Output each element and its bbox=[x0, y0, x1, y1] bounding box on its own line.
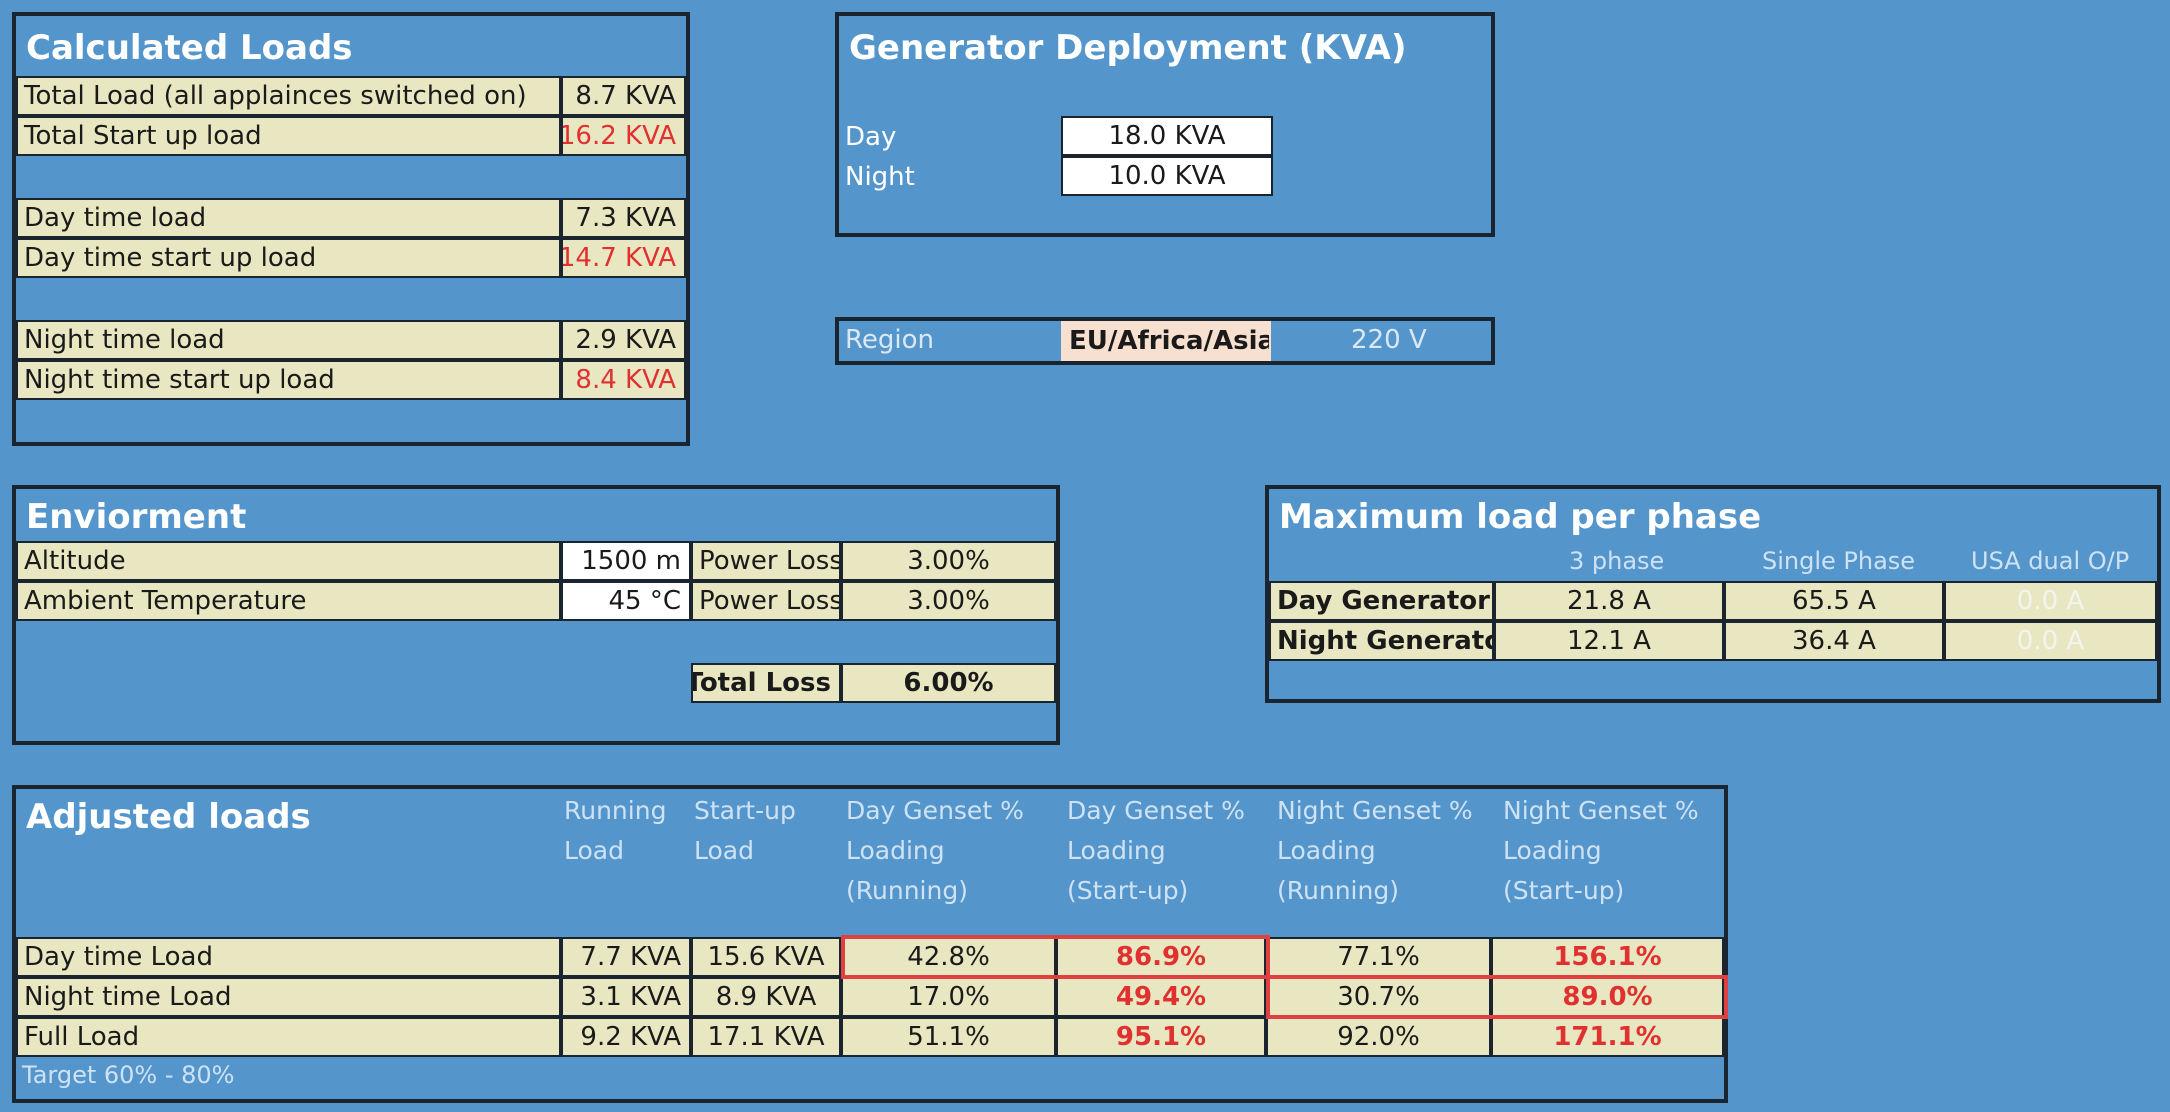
phase-row-label: Night Generator bbox=[1269, 621, 1494, 661]
adjusted-loads-panel: Adjusted loads Running Load Start-up Loa… bbox=[12, 785, 1728, 1103]
altitude-label: Altitude bbox=[16, 541, 561, 581]
phase-row-label: Day Generator bbox=[1269, 581, 1494, 621]
adjusted-value: 156.1% bbox=[1491, 937, 1724, 977]
adjusted-value: 8.9 KVA bbox=[691, 977, 841, 1017]
region-panel: Region EU/Africa/Asia 220 V bbox=[835, 317, 1495, 365]
header-day-startup: Day Genset % Loading (Start-up) bbox=[1067, 796, 1245, 905]
adjusted-value: 49.4% bbox=[1056, 977, 1266, 1017]
altitude-row: Altitude 1500 m Power Loss 3.00% bbox=[16, 541, 1056, 581]
adjusted-row-label: Day time Load bbox=[16, 937, 561, 977]
calc-value: 14.7 KVA bbox=[561, 238, 686, 278]
adjusted-value: 171.1% bbox=[1491, 1017, 1724, 1057]
adjusted-value: 17.1 KVA bbox=[691, 1017, 841, 1057]
adjusted-row-label: Night time Load bbox=[16, 977, 561, 1017]
power-loss-label: Power Loss bbox=[691, 541, 841, 581]
calc-value: 8.4 KVA bbox=[561, 360, 686, 400]
environment-panel: Enviorment Altitude 1500 m Power Loss 3.… bbox=[12, 485, 1060, 745]
target-note: Target 60% - 80% bbox=[22, 1061, 235, 1089]
calc-row-total-load: Total Load (all applainces switched on) … bbox=[16, 76, 686, 116]
phase-value: 21.8 A bbox=[1494, 581, 1724, 621]
col-header-3-phase: 3 phase bbox=[1569, 547, 1665, 575]
adjusted-value: 9.2 KVA bbox=[561, 1017, 691, 1057]
region-label: Region bbox=[845, 325, 935, 355]
total-loss-value: 6.00% bbox=[841, 663, 1056, 703]
adjusted-value: 7.7 KVA bbox=[561, 937, 691, 977]
region-voltage: 220 V bbox=[1351, 325, 1427, 355]
header-night-running: Night Genset % Loading (Running) bbox=[1277, 796, 1473, 905]
phase-row-night: Night Generator 12.1 A 36.4 A 0.0 A bbox=[1269, 621, 2157, 661]
calc-label: Day time start up load bbox=[16, 238, 561, 278]
adjusted-loads-title: Adjusted loads bbox=[26, 797, 311, 837]
day-generator-input[interactable]: 18.0 KVA bbox=[1061, 116, 1273, 156]
adjusted-value: 30.7% bbox=[1266, 977, 1491, 1017]
altitude-input[interactable]: 1500 m bbox=[561, 541, 691, 581]
calc-row-total-startup: Total Start up load 16.2 KVA bbox=[16, 116, 686, 156]
max-load-title: Maximum load per phase bbox=[1279, 497, 1762, 537]
day-label: Day bbox=[845, 122, 897, 152]
calc-row-day-load: Day time load 7.3 KVA bbox=[16, 198, 686, 238]
adjusted-value: 95.1% bbox=[1056, 1017, 1266, 1057]
generator-deployment-panel: Generator Deployment (KVA) Day Night 18.… bbox=[835, 12, 1495, 237]
total-loss-label: Total Loss bbox=[691, 663, 841, 703]
night-label: Night bbox=[845, 162, 915, 192]
adjusted-row-label: Full Load bbox=[16, 1017, 561, 1057]
adjusted-value: 17.0% bbox=[841, 977, 1056, 1017]
calc-row-night-load: Night time load 2.9 KVA bbox=[16, 320, 686, 360]
total-loss-row: Total Loss 6.00% bbox=[691, 663, 1056, 703]
calc-label: Night time load bbox=[16, 320, 561, 360]
phase-value: 12.1 A bbox=[1494, 621, 1724, 661]
header-day-running: Day Genset % Loading (Running) bbox=[846, 796, 1024, 905]
adjusted-value: 89.0% bbox=[1491, 977, 1724, 1017]
adjusted-value: 3.1 KVA bbox=[561, 977, 691, 1017]
adjusted-value: 86.9% bbox=[1056, 937, 1266, 977]
adjusted-value: 42.8% bbox=[841, 937, 1056, 977]
region-select[interactable]: EU/Africa/Asia bbox=[1061, 321, 1271, 361]
night-generator-input[interactable]: 10.0 KVA bbox=[1061, 156, 1273, 196]
phase-value: 0.0 A bbox=[1944, 581, 2157, 621]
temperature-input[interactable]: 45 °C bbox=[561, 581, 691, 621]
phase-value: 65.5 A bbox=[1724, 581, 1944, 621]
temperature-loss-value: 3.00% bbox=[841, 581, 1056, 621]
calc-value: 16.2 KVA bbox=[561, 116, 686, 156]
calc-label: Day time load bbox=[16, 198, 561, 238]
calc-value: 8.7 KVA bbox=[561, 76, 686, 116]
calc-row-day-startup: Day time start up load 14.7 KVA bbox=[16, 238, 686, 278]
altitude-loss-value: 3.00% bbox=[841, 541, 1056, 581]
adjusted-value: 51.1% bbox=[841, 1017, 1056, 1057]
calc-label: Total Load (all applainces switched on) bbox=[16, 76, 561, 116]
adjusted-row-day: Day time Load 7.7 KVA 15.6 KVA 42.8% 86.… bbox=[16, 937, 1724, 977]
temperature-row: Ambient Temperature 45 °C Power Loss 3.0… bbox=[16, 581, 1056, 621]
calc-label: Total Start up load bbox=[16, 116, 561, 156]
temperature-label: Ambient Temperature bbox=[16, 581, 561, 621]
phase-row-day: Day Generator 21.8 A 65.5 A 0.0 A bbox=[1269, 581, 2157, 621]
header-startup-load: Start-up Load bbox=[694, 796, 796, 865]
phase-value: 36.4 A bbox=[1724, 621, 1944, 661]
adjusted-row-full: Full Load 9.2 KVA 17.1 KVA 51.1% 95.1% 9… bbox=[16, 1017, 1724, 1057]
adjusted-row-night: Night time Load 3.1 KVA 8.9 KVA 17.0% 49… bbox=[16, 977, 1724, 1017]
calc-value: 2.9 KVA bbox=[561, 320, 686, 360]
col-header-usa-dual: USA dual O/P bbox=[1971, 547, 2130, 575]
power-loss-label: Power Loss bbox=[691, 581, 841, 621]
environment-title: Enviorment bbox=[26, 497, 247, 537]
adjusted-value: 77.1% bbox=[1266, 937, 1491, 977]
col-header-single-phase: Single Phase bbox=[1762, 547, 1916, 575]
header-running-load: Running Load bbox=[564, 796, 667, 865]
calculated-loads-panel: Calculated Loads Total Load (all applain… bbox=[12, 12, 690, 446]
calc-value: 7.3 KVA bbox=[561, 198, 686, 238]
calc-label: Night time start up load bbox=[16, 360, 561, 400]
calculated-loads-title: Calculated Loads bbox=[26, 28, 353, 68]
header-night-startup: Night Genset % Loading (Start-up) bbox=[1503, 796, 1699, 905]
phase-value: 0.0 A bbox=[1944, 621, 2157, 661]
generator-deployment-title: Generator Deployment (KVA) bbox=[849, 28, 1407, 68]
adjusted-value: 92.0% bbox=[1266, 1017, 1491, 1057]
calc-row-night-startup: Night time start up load 8.4 KVA bbox=[16, 360, 686, 400]
max-load-per-phase-panel: Maximum load per phase 3 phase Single Ph… bbox=[1265, 485, 2161, 703]
adjusted-value: 15.6 KVA bbox=[691, 937, 841, 977]
